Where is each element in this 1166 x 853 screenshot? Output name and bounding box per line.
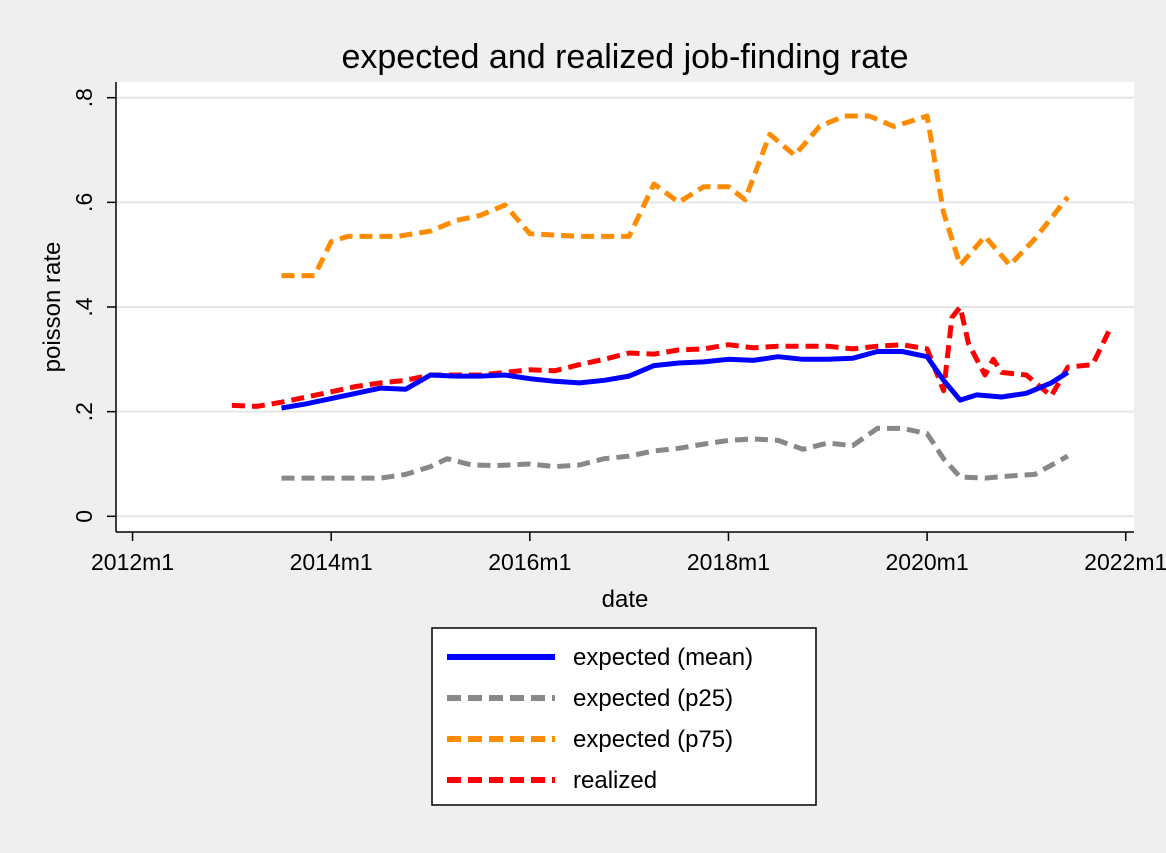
x-tick-label: 2018m1 xyxy=(687,549,770,575)
legend-label-expected-mean: expected (mean) xyxy=(573,644,753,671)
legend-items: expected (mean) expected (p25) expected (p… xyxy=(447,644,753,794)
series-line-expected-p25 xyxy=(281,425,1070,481)
x-tick-label: 2014m1 xyxy=(290,549,373,575)
legend-label-realized: realized xyxy=(573,767,657,794)
legend-label-expected-p75: expected (p75) xyxy=(573,726,733,753)
series-line-realized xyxy=(231,304,1112,409)
legend: expected (mean) expected (p25) expected (p… xyxy=(431,627,817,806)
y-tick-label: .4 xyxy=(71,297,97,316)
series-line-expected-mean xyxy=(281,349,1070,411)
y-axis-title: poisson rate xyxy=(39,242,66,373)
y-tick-label: .6 xyxy=(71,193,97,212)
x-tick-label: 2020m1 xyxy=(886,549,969,575)
y-ticks: 0 .2 .4 .6 .8 xyxy=(71,88,116,523)
y-tick-label: .2 xyxy=(71,402,97,421)
x-tick-label: 2022m1 xyxy=(1084,549,1166,575)
x-tick-label: 2016m1 xyxy=(488,549,571,575)
x-ticks: 2012m1 2014m1 2016m1 2018m1 2020m1 2022m1 xyxy=(91,532,1166,575)
series-lines xyxy=(231,113,1112,481)
x-axis-title: date xyxy=(602,586,649,613)
grid-lines xyxy=(116,96,1134,518)
x-tick-label: 2012m1 xyxy=(91,549,174,575)
chart-title: expected and realized job-finding rate xyxy=(341,38,908,76)
y-tick-label: 0 xyxy=(71,510,97,523)
y-tick-label: .8 xyxy=(71,88,97,107)
series-line-expected-p75 xyxy=(281,113,1070,279)
legend-label-expected-p25: expected (p25) xyxy=(573,685,733,712)
